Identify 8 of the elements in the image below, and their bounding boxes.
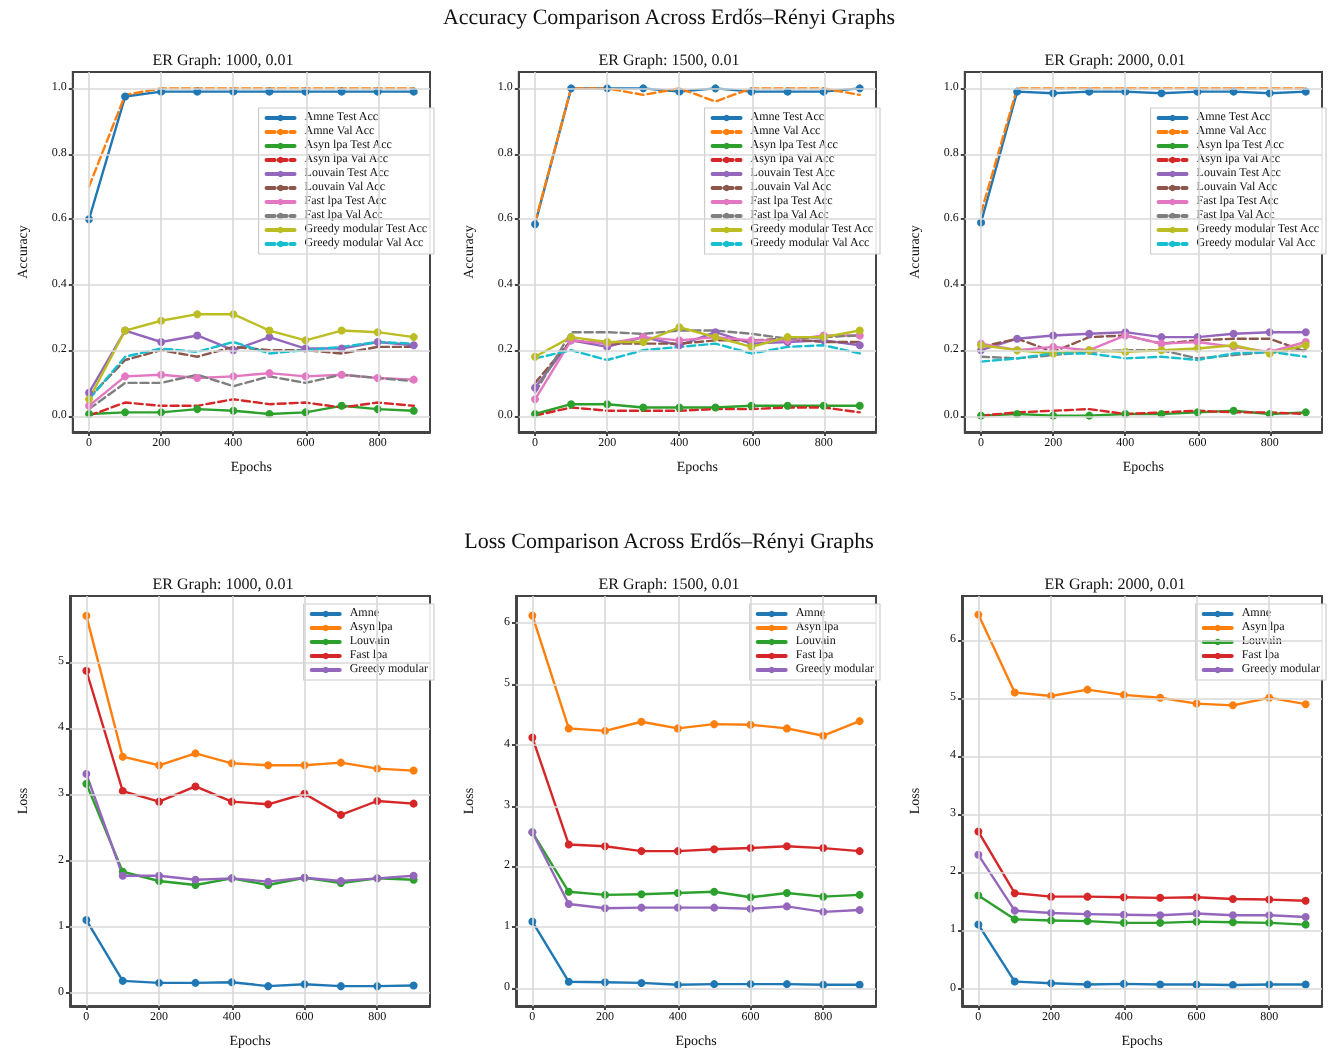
chart-title: ER Graph: 1500, 0.01: [598, 51, 740, 69]
chart-title: ER Graph: 2000, 0.01: [1044, 575, 1186, 593]
chart-title: ER Graph: 1500, 0.01: [598, 575, 740, 593]
text: Accuracy Comparison Across Erdős–Rényi Graphs: [440, 6, 898, 30]
chart-title: ER Graph: 1000, 0.01: [152, 51, 294, 69]
chart-title: ER Graph: 1000, 0.01: [152, 575, 294, 593]
text: Loss Comparison Across Erdős–Rényi Graphs: [462, 530, 876, 554]
chart-title: ER Graph: 2000, 0.01: [1044, 51, 1186, 69]
